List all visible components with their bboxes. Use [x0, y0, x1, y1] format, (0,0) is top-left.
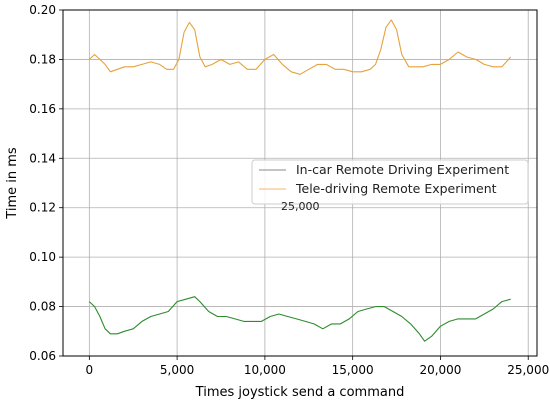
tick-layer: 0 5,000 10,000 15,000 20,000 25,000 0.06 0.08 0.…: [29, 3, 549, 377]
y-tick-label: 0.16: [29, 102, 56, 116]
series-layer: [88, 19, 512, 342]
x-tick-label: 20,000: [419, 363, 461, 377]
y-tick-label: 0.14: [29, 151, 56, 165]
legend: In-car Remote Driving Experiment Tele-dr…: [251, 159, 529, 205]
legend-label-tele-driving: Tele-driving Remote Experiment: [295, 181, 497, 196]
x-tick-label: 5,000: [160, 363, 194, 377]
x-tick-label: 0: [86, 363, 94, 377]
y-tick-label: 0.10: [29, 250, 56, 264]
in-car-series-line: [88, 296, 511, 342]
plot-frame: [62, 9, 538, 357]
y-tick-label: 0.06: [29, 349, 56, 363]
y-tick-label: 0.08: [29, 300, 56, 314]
x-axis-label: Times joystick send a command: [195, 385, 405, 400]
x-tick-label: 10,000: [244, 363, 286, 377]
tele-driving-series-line: [88, 19, 512, 75]
legend-label-in-car: In-car Remote Driving Experiment: [296, 162, 509, 177]
x-tick-label: 15,000: [332, 363, 374, 377]
y-axis-label: Time in ms: [5, 147, 20, 220]
annotation-label: 25,000: [281, 200, 320, 213]
y-tick-label: 0.20: [29, 3, 56, 17]
y-tick-label: 0.12: [29, 201, 56, 215]
x-tick-label: 25,000: [507, 363, 549, 377]
y-tick-label: 0.18: [29, 52, 56, 66]
legend-box: [251, 159, 529, 205]
